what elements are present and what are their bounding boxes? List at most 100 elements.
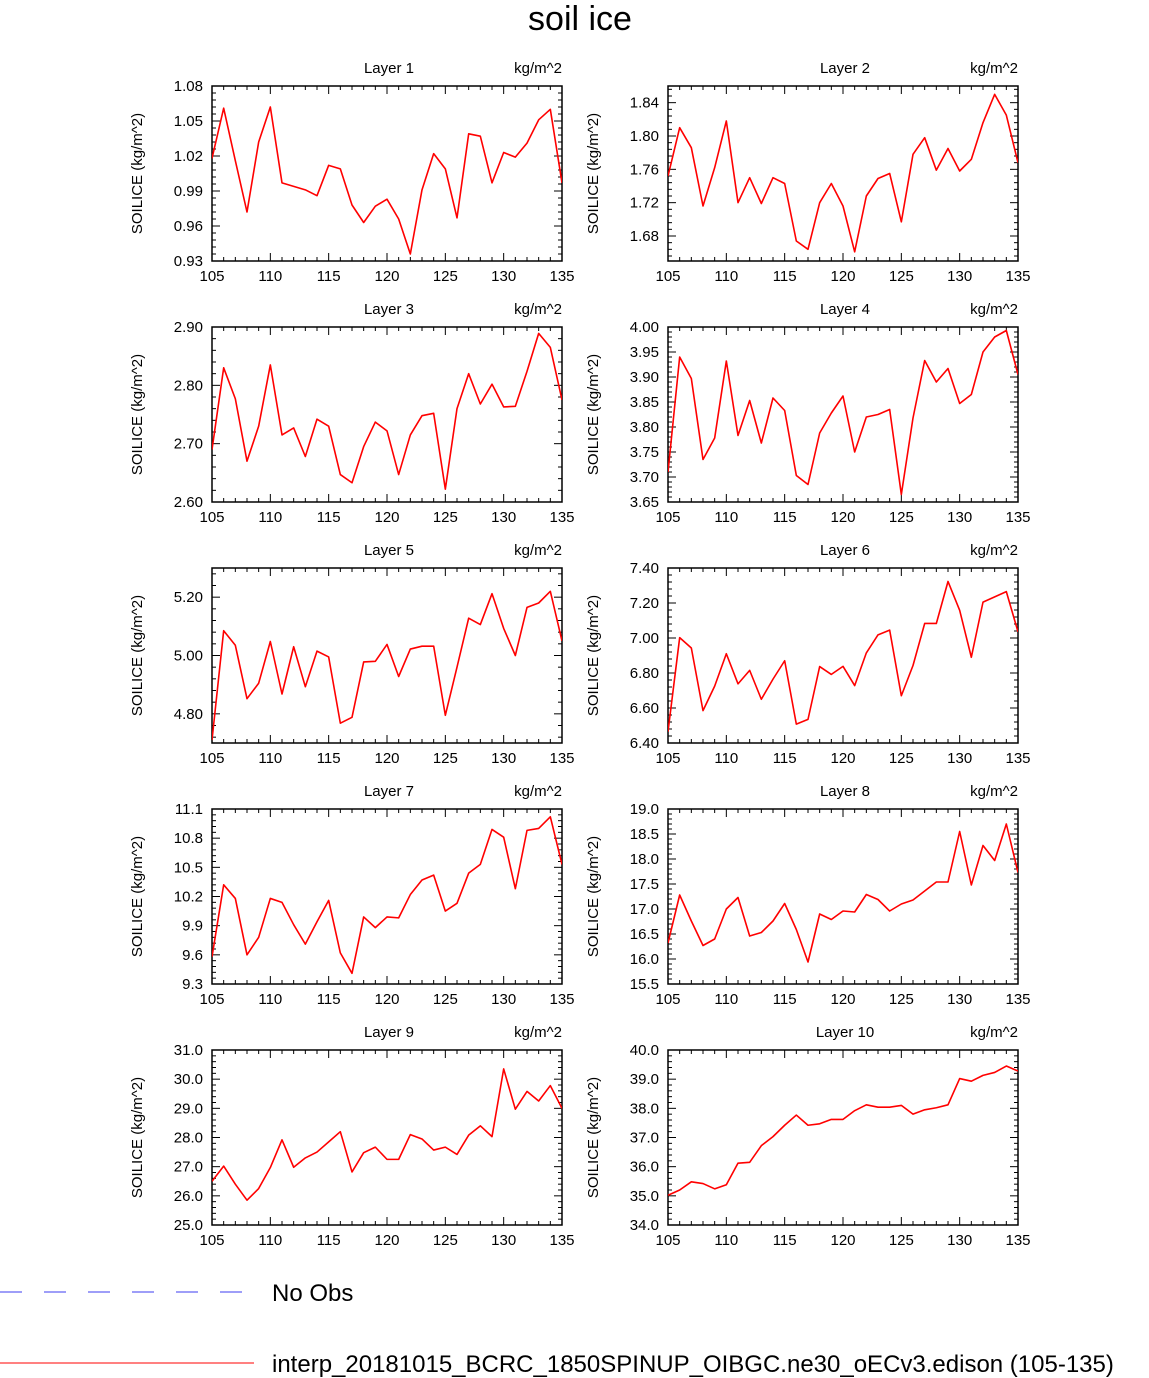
x-tick-label: 120 — [374, 268, 399, 285]
series-line — [212, 1068, 562, 1202]
panel-units: kg/m^2 — [514, 301, 562, 318]
y-axis-label: SOILICE (kg/m^2) — [129, 1077, 146, 1198]
series-line — [212, 106, 562, 255]
y-tick-label: 6.80 — [630, 665, 659, 682]
y-tick-label: 1.02 — [174, 148, 203, 165]
plot-frame — [211, 1049, 563, 1226]
panel-units: kg/m^2 — [970, 301, 1018, 318]
y-tick-label: 34.0 — [630, 1217, 659, 1234]
x-tick-label: 125 — [433, 750, 458, 767]
x-tick-label: 105 — [199, 1232, 224, 1249]
x-tick-label: 130 — [491, 991, 516, 1008]
x-tick-label: 125 — [433, 509, 458, 526]
x-tick-label: 135 — [1005, 1232, 1030, 1249]
panel-units: kg/m^2 — [514, 1024, 562, 1041]
x-tick-label: 125 — [889, 1232, 914, 1249]
panel-title: Layer 9 — [364, 1024, 414, 1041]
y-tick-label: 3.90 — [630, 369, 659, 386]
panel-units: kg/m^2 — [514, 783, 562, 800]
x-tick-label: 105 — [655, 1232, 680, 1249]
panel-title: Layer 10 — [816, 1024, 874, 1041]
y-tick-label: 6.40 — [630, 735, 659, 752]
y-tick-label: 0.99 — [174, 183, 203, 200]
panel-units: kg/m^2 — [514, 60, 562, 77]
panel-title: Layer 3 — [364, 301, 414, 318]
y-tick-label: 7.00 — [630, 630, 659, 647]
y-tick-label: 16.5 — [630, 926, 659, 943]
x-tick-label: 110 — [258, 268, 282, 285]
y-tick-label: 27.0 — [174, 1159, 203, 1176]
x-tick-label: 115 — [317, 750, 341, 767]
panel-layer-4: 105 110 115 120 125 130 135 3.65 3.70 3.75 3.80 3.8… — [585, 301, 1031, 526]
panel-units: kg/m^2 — [970, 542, 1018, 559]
series-line — [212, 332, 562, 490]
x-tick-label: 135 — [1005, 509, 1030, 526]
x-tick-label: 120 — [830, 750, 855, 767]
x-tick-label: 125 — [889, 991, 914, 1008]
x-tick-label: 120 — [374, 1232, 399, 1249]
x-tick-label: 125 — [433, 991, 458, 1008]
x-tick-label: 135 — [549, 991, 574, 1008]
y-tick-label: 1.84 — [630, 95, 659, 112]
panel-layer-9: 105 110 115 120 125 130 135 25.0 26.0 27.0 28.0 29.… — [129, 1024, 575, 1249]
y-axis-label: SOILICE (kg/m^2) — [585, 1077, 602, 1198]
x-tick-label: 110 — [714, 750, 738, 767]
x-tick-label: 110 — [714, 991, 738, 1008]
legend-label-model: interp_20181015_BCRC_1850SPINUP_OIBGC.ne… — [272, 1351, 1114, 1378]
x-tick-label: 105 — [199, 991, 224, 1008]
y-tick-label: 5.20 — [174, 589, 203, 606]
x-tick-label: 135 — [1005, 268, 1030, 285]
y-tick-label: 9.6 — [182, 947, 203, 964]
y-tick-label: 1.08 — [174, 78, 203, 95]
y-tick-label: 26.0 — [174, 1188, 203, 1205]
y-tick-label: 28.0 — [174, 1130, 203, 1147]
x-tick-label: 110 — [258, 1232, 282, 1249]
series-line — [668, 580, 1018, 732]
y-tick-label: 10.5 — [174, 859, 203, 876]
y-tick-label: 19.0 — [630, 801, 659, 818]
y-axis-label: SOILICE (kg/m^2) — [129, 354, 146, 475]
panel-title: Layer 5 — [364, 542, 414, 559]
x-tick-label: 130 — [947, 750, 972, 767]
y-tick-label: 1.68 — [630, 228, 659, 245]
y-tick-label: 18.5 — [630, 826, 659, 843]
x-tick-label: 135 — [549, 1232, 574, 1249]
y-axis-label: SOILICE (kg/m^2) — [585, 354, 602, 475]
panel-layer-1: 105 110 115 120 125 130 135 0.93 0.96 0.99 1.02 1.0… — [129, 60, 575, 285]
x-tick-label: 105 — [199, 509, 224, 526]
x-tick-label: 130 — [491, 1232, 516, 1249]
series-line — [212, 815, 562, 975]
y-tick-label: 2.90 — [174, 319, 203, 336]
x-tick-label: 115 — [317, 268, 341, 285]
x-tick-label: 110 — [714, 1232, 738, 1249]
y-tick-label: 30.0 — [174, 1071, 203, 1088]
y-tick-label: 9.9 — [182, 918, 203, 935]
panel-title: Layer 1 — [364, 60, 414, 77]
x-tick-label: 135 — [1005, 991, 1030, 1008]
y-tick-label: 1.05 — [174, 113, 203, 130]
x-tick-label: 130 — [947, 1232, 972, 1249]
x-tick-label: 110 — [714, 509, 738, 526]
x-tick-label: 125 — [889, 268, 914, 285]
y-tick-label: 5.00 — [174, 648, 203, 665]
x-tick-label: 120 — [830, 509, 855, 526]
series-line — [668, 1065, 1018, 1196]
y-tick-label: 4.80 — [174, 706, 203, 723]
y-tick-label: 18.0 — [630, 851, 659, 868]
y-tick-label: 3.70 — [630, 469, 659, 486]
panel-title: Layer 6 — [820, 542, 870, 559]
y-tick-label: 10.2 — [174, 889, 203, 906]
x-tick-label: 120 — [374, 991, 399, 1008]
panel-layer-6: 105 110 115 120 125 130 135 6.40 6.60 6.80 7.00 7.2… — [585, 542, 1031, 767]
y-tick-label: 9.3 — [182, 976, 203, 993]
y-axis-label: SOILICE (kg/m^2) — [585, 836, 602, 957]
x-tick-label: 115 — [773, 509, 797, 526]
x-tick-label: 120 — [374, 509, 399, 526]
x-tick-label: 110 — [258, 509, 282, 526]
y-tick-label: 38.0 — [630, 1100, 659, 1117]
y-tick-label: 3.85 — [630, 394, 659, 411]
x-tick-label: 115 — [773, 268, 797, 285]
x-tick-label: 130 — [947, 509, 972, 526]
series-line — [668, 93, 1018, 253]
